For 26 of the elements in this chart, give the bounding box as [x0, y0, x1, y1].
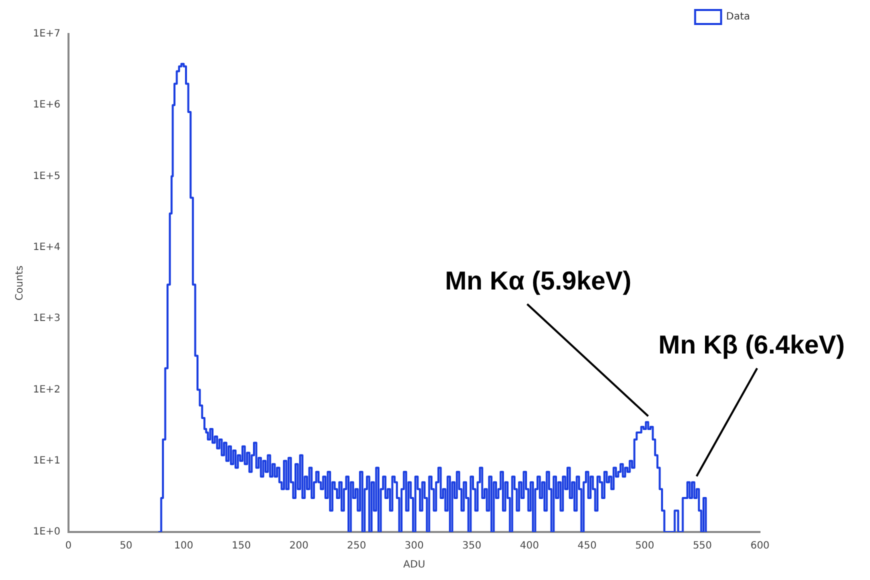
y-tick-label: 1E+2: [33, 384, 60, 396]
annotation: Mn Kβ (6.4keV): [658, 329, 845, 360]
x-tick-label: 500: [635, 540, 654, 552]
x-tick-label: 550: [692, 540, 712, 552]
x-tick-label: 100: [174, 540, 194, 552]
y-tick-label: 1E+7: [33, 28, 60, 40]
x-tick-label: 300: [404, 540, 424, 552]
annotation: Mn Kα (5.9keV): [444, 265, 632, 296]
x-tick-label: 200: [289, 540, 308, 552]
x-tick-label: 0: [65, 540, 72, 552]
y-tick-label: 1E+6: [33, 100, 60, 111]
x-tick-label: 600: [750, 540, 770, 552]
x-tick-label: 400: [520, 540, 540, 552]
x-tick-label: 250: [347, 540, 366, 552]
x-tick-label: 350: [462, 540, 482, 552]
x-tick-label: 50: [120, 540, 132, 552]
y-tick-label: 1E+4: [33, 242, 60, 254]
y-tick-label: 1E+1: [33, 455, 60, 466]
y-tick-label: 1E+5: [33, 170, 60, 182]
x-axis-title: ADU: [403, 560, 426, 571]
legend-label: Data: [726, 12, 750, 23]
x-tick-label: 150: [232, 540, 251, 552]
x-tick-label: 450: [578, 540, 597, 552]
y-tick-label: 1E+3: [33, 313, 60, 324]
y-tick-label: 1E+0: [33, 526, 60, 538]
y-axis-title: Counts: [14, 266, 26, 300]
